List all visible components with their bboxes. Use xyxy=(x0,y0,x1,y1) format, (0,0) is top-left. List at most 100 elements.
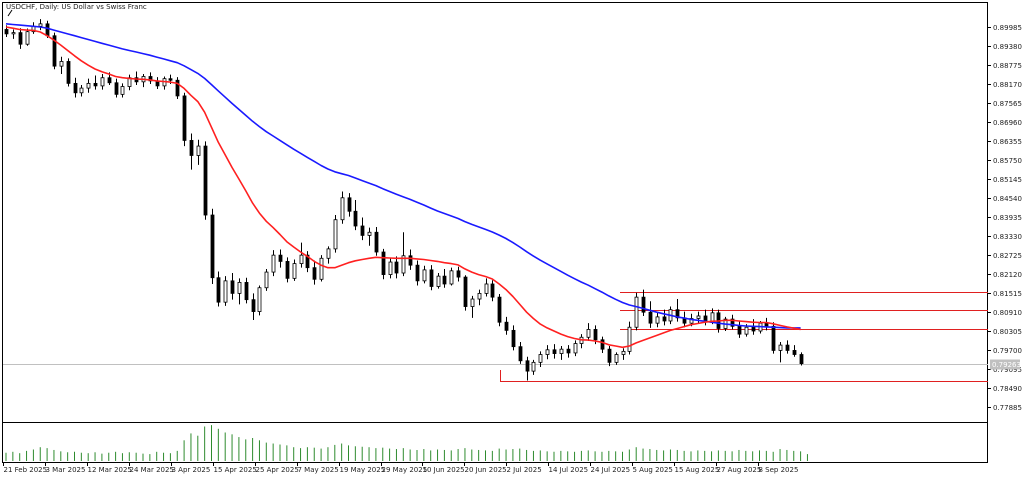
candle-body-bull xyxy=(25,31,30,45)
candle xyxy=(203,141,208,220)
candle-body-bull xyxy=(299,254,304,265)
candle xyxy=(210,208,215,284)
y-tick-label: 0.88775 xyxy=(993,62,1022,70)
candle-body-bear xyxy=(607,348,612,363)
candle-body-bear xyxy=(278,254,283,262)
candle xyxy=(73,77,78,98)
candle-body-bear xyxy=(730,318,735,327)
candle-body-bear xyxy=(600,339,605,350)
candle xyxy=(319,255,324,282)
candle xyxy=(408,249,413,270)
candle-body-bear xyxy=(230,280,235,294)
candle xyxy=(792,345,797,357)
candle-body-bull xyxy=(477,292,482,300)
candle-body-bear xyxy=(210,214,215,279)
candle xyxy=(374,226,379,256)
candle xyxy=(326,246,331,264)
candle-body-bull xyxy=(449,270,454,285)
candle-body-bear xyxy=(182,95,187,141)
candle-body-bull xyxy=(586,329,591,338)
candle xyxy=(114,78,119,98)
x-tick-label: 8 Sep 2025 xyxy=(759,466,799,474)
candle xyxy=(573,340,578,357)
current-price-label-bg xyxy=(990,359,1020,370)
candle xyxy=(388,258,393,279)
y-tick-label: 0.80910 xyxy=(993,309,1022,317)
candle-body-bull xyxy=(264,271,269,289)
candle-body-bear xyxy=(497,296,502,323)
candle xyxy=(257,285,262,316)
x-tick-label: 24 Mar 2025 xyxy=(130,466,174,474)
candle xyxy=(470,295,475,318)
candle xyxy=(566,345,571,358)
candle-body-bear xyxy=(73,82,78,94)
candle xyxy=(333,215,338,253)
candle xyxy=(244,277,249,304)
candle xyxy=(511,325,516,351)
candle xyxy=(100,73,105,90)
horizontal-level-lines[interactable] xyxy=(500,292,988,382)
candle xyxy=(66,58,71,87)
candle xyxy=(662,309,667,326)
y-tick-label: 0.86355 xyxy=(993,138,1022,146)
candle-body-bear xyxy=(511,329,516,348)
x-tick-label: 15 Aug 2025 xyxy=(675,466,720,474)
chart-menu-arrow[interactable] xyxy=(7,9,13,17)
y-tick-label: 0.82725 xyxy=(993,252,1022,260)
candle-body-bear xyxy=(415,264,420,282)
candle xyxy=(182,92,187,147)
x-tick-label: 3 Apr 2025 xyxy=(172,466,211,474)
price-axis[interactable]: 0.89985 0.89380 0.88775 0.88170 0.87565 0.869… xyxy=(988,24,1022,412)
candle xyxy=(463,275,468,311)
candle xyxy=(271,250,276,277)
x-tick-label: 12 Mar 2025 xyxy=(88,466,132,474)
candle-body-bear xyxy=(203,145,208,216)
candle-body-bear xyxy=(360,225,365,236)
candle xyxy=(381,248,386,280)
candle xyxy=(525,356,530,381)
candle xyxy=(614,352,619,365)
candle-body-bull xyxy=(422,269,427,282)
candle-body-bear xyxy=(490,283,495,298)
y-tick-label: 0.85750 xyxy=(993,157,1022,165)
candle-body-bull xyxy=(538,354,543,363)
x-tick-label: 10 Jun 2025 xyxy=(423,466,465,474)
candle-body-bear xyxy=(374,231,379,253)
candle-body-bull xyxy=(120,86,125,95)
candle-body-bull xyxy=(744,326,749,335)
candle xyxy=(621,348,626,360)
x-tick-label: 3 Mar 2025 xyxy=(46,466,86,474)
candle xyxy=(627,321,632,355)
candle-body-bull xyxy=(710,312,715,322)
candle-body-bull xyxy=(778,344,783,351)
x-tick-label: 14 Jul 2025 xyxy=(549,466,589,474)
candle-body-bull xyxy=(196,145,201,156)
candle xyxy=(497,294,502,327)
volume-bars xyxy=(5,425,808,461)
candle xyxy=(251,293,256,321)
candle-body-bull xyxy=(559,348,564,354)
candle-body-bear xyxy=(305,254,310,269)
candle-body-bear xyxy=(785,344,790,351)
candle-body-bull xyxy=(237,282,242,294)
x-tick-label: 5 Aug 2025 xyxy=(633,466,673,474)
x-tick-label: 29 May 2025 xyxy=(382,466,428,474)
candle-body-bull xyxy=(59,61,64,67)
candle-body-bear xyxy=(552,349,557,354)
candle-body-bull xyxy=(436,275,441,287)
candle-body-bear xyxy=(52,35,57,67)
candle xyxy=(305,251,310,273)
candle xyxy=(52,32,57,70)
current-price-label: 0.79263 xyxy=(990,359,1021,370)
x-tick-label: 20 Jun 2025 xyxy=(465,466,507,474)
candle-body-bear xyxy=(442,275,447,285)
y-tick-label: 0.79095 xyxy=(993,366,1022,374)
candle-body-bull xyxy=(11,32,16,35)
candle-body-bear xyxy=(114,82,119,95)
candle xyxy=(436,273,441,289)
candle-body-bull xyxy=(573,343,578,354)
